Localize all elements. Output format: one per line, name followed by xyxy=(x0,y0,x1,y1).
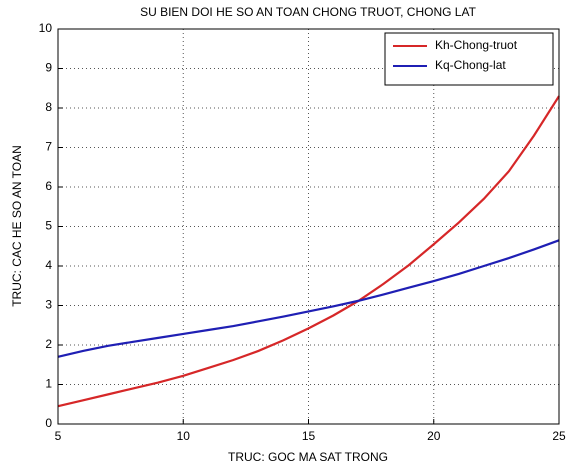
y-tick-label: 6 xyxy=(45,179,52,193)
y-tick-label: 8 xyxy=(45,100,52,114)
x-tick-label: 25 xyxy=(552,429,566,443)
plot-frame xyxy=(57,28,560,425)
y-tick-label: 4 xyxy=(45,258,52,272)
x-tick-label: 20 xyxy=(427,429,441,443)
legend-label: Kh-Chong-truot xyxy=(435,38,518,52)
chart-title: SU BIEN DOI HE SO AN TOAN CHONG TRUOT, C… xyxy=(140,5,477,19)
x-tick-label: 15 xyxy=(302,429,316,443)
legend-box xyxy=(384,32,554,86)
y-tick-label: 3 xyxy=(45,298,52,312)
x-tick-label: 5 xyxy=(55,429,62,443)
y-tick-label: 2 xyxy=(45,337,52,351)
x-tick-label: 10 xyxy=(177,429,191,443)
y-tick-label: 9 xyxy=(45,61,52,75)
line-series xyxy=(57,95,560,408)
y-tick-label: 0 xyxy=(45,416,52,430)
y-tick-label: 7 xyxy=(45,140,52,154)
y-tick-label: 10 xyxy=(39,21,53,35)
legend-label: Kq-Chong-lat xyxy=(435,58,506,72)
line-series xyxy=(57,239,560,358)
y-tick-label: 5 xyxy=(45,219,52,233)
y-axis-label: TRUC: CAC HE SO AN TOAN xyxy=(10,145,24,307)
y-tick-label: 1 xyxy=(45,377,52,391)
x-axis-label: TRUC: GOC MA SAT TRONG xyxy=(228,450,388,464)
